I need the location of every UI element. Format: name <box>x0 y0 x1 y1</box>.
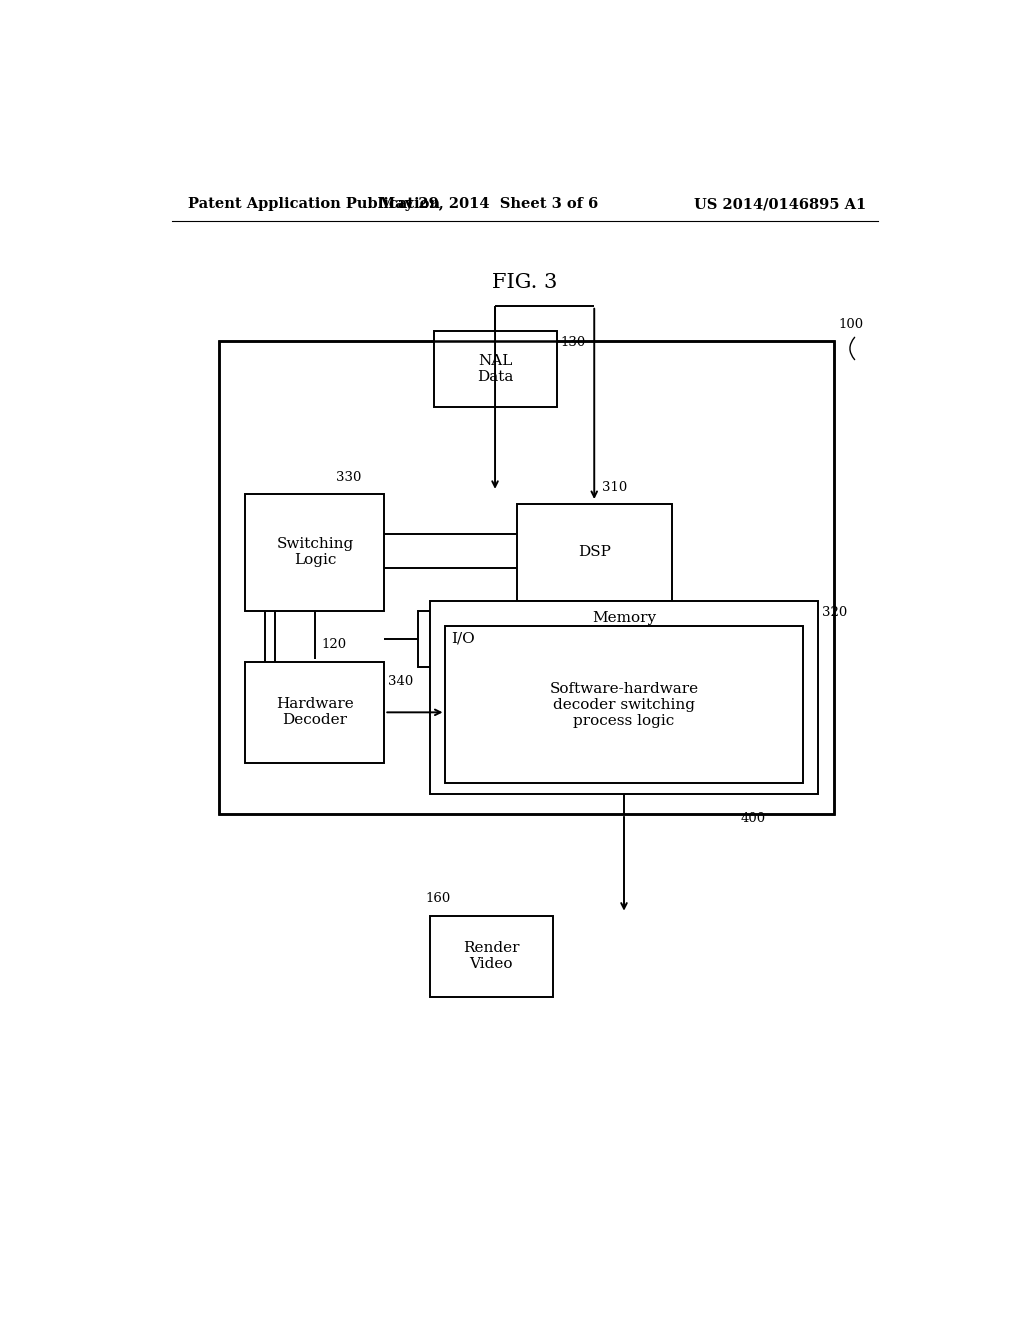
Text: 320: 320 <box>822 606 848 619</box>
Text: 160: 160 <box>426 892 451 906</box>
Bar <box>418 611 509 667</box>
Bar <box>430 916 553 997</box>
Bar <box>430 601 818 793</box>
Bar <box>219 342 835 814</box>
Bar <box>445 626 803 784</box>
Text: I/O: I/O <box>452 632 475 645</box>
Text: Hardware
Decoder: Hardware Decoder <box>276 697 353 727</box>
Text: 130: 130 <box>560 337 586 350</box>
Text: 310: 310 <box>602 480 628 494</box>
Text: Memory: Memory <box>592 611 656 624</box>
Text: 120: 120 <box>322 639 347 651</box>
Text: Patent Application Publication: Patent Application Publication <box>187 197 439 211</box>
Text: May 29, 2014  Sheet 3 of 6: May 29, 2014 Sheet 3 of 6 <box>380 197 599 211</box>
Text: 330: 330 <box>336 471 361 483</box>
Text: Switching
Logic: Switching Logic <box>276 537 353 568</box>
Text: DSP: DSP <box>578 545 610 560</box>
Text: Software-hardware
decoder switching
process logic: Software-hardware decoder switching proc… <box>550 681 698 727</box>
Text: 340: 340 <box>388 675 414 688</box>
Text: FIG. 3: FIG. 3 <box>493 273 557 292</box>
Text: NAL
Data: NAL Data <box>477 354 513 384</box>
Text: 100: 100 <box>839 318 863 331</box>
Bar <box>433 331 557 408</box>
Text: Render
Video: Render Video <box>463 941 519 972</box>
Text: 400: 400 <box>740 812 766 825</box>
Bar <box>517 504 672 601</box>
Bar <box>246 661 384 763</box>
Text: US 2014/0146895 A1: US 2014/0146895 A1 <box>694 197 866 211</box>
Bar <box>246 494 384 611</box>
Bar <box>219 342 835 814</box>
